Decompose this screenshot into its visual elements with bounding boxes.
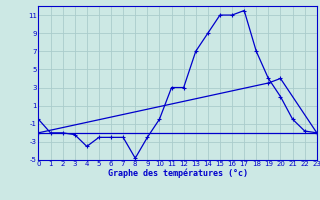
X-axis label: Graphe des températures (°c): Graphe des températures (°c): [108, 169, 248, 178]
